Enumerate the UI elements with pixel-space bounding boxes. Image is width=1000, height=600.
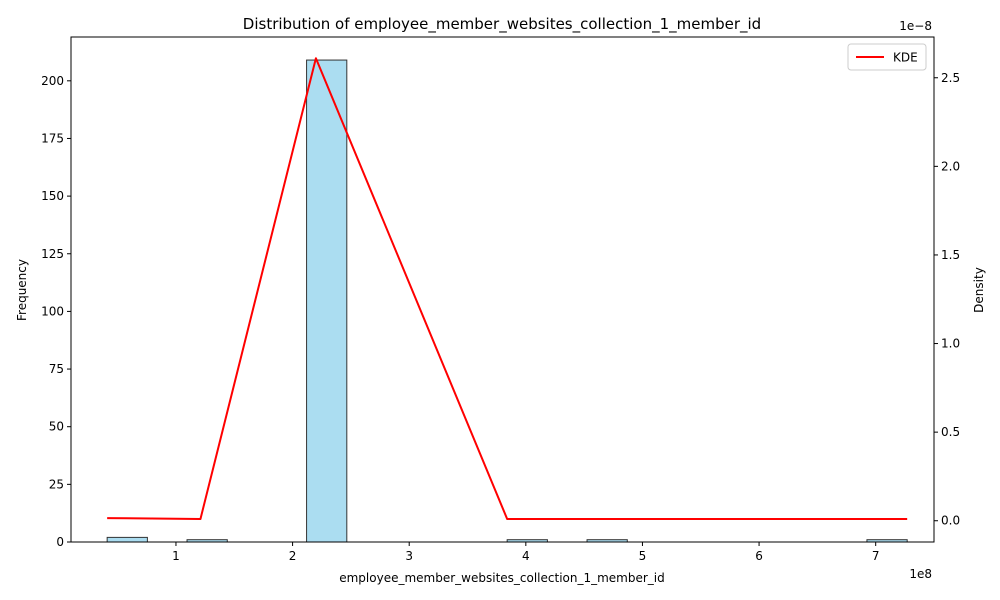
y-tick-label: 175 (41, 131, 64, 145)
x-axis-label: employee_member_websites_collection_1_me… (339, 571, 665, 585)
histogram-bar-0 (106, 536, 148, 543)
y-tick-label: 50 (49, 420, 64, 434)
y2-axis-label: Density (972, 267, 986, 313)
y2-tick-label: 0.0 (941, 514, 960, 528)
y2-tick-label: 1.5 (941, 248, 960, 262)
y-tick-label: 25 (49, 477, 64, 491)
legend-box (847, 43, 927, 71)
x-tick-label: 7 (872, 549, 880, 563)
x-tick-label: 1 (172, 549, 180, 563)
x-offset-label: 1e8 (909, 567, 932, 581)
x-tick-label: 2 (289, 549, 297, 563)
y2-tick-label: 0.5 (941, 425, 960, 439)
histogram-bar-2 (306, 59, 348, 543)
y-axis-label: Frequency (15, 259, 29, 321)
legend: KDE (847, 43, 927, 71)
y-tick-label: 150 (41, 189, 64, 203)
x-tick-label: 5 (639, 549, 647, 563)
y-tick-label: 125 (41, 247, 64, 261)
y-tick-label: 100 (41, 304, 64, 318)
y-axis-ticks: 0 25 50 75 100 125 150 175 200 (41, 74, 71, 549)
plot-frame (70, 36, 935, 543)
y-tick-label: 75 (49, 362, 64, 376)
x-tick-label: 3 (405, 549, 413, 563)
y2-offset-label: 1e−8 (899, 19, 932, 33)
y2-tick-label: 2.5 (941, 71, 960, 85)
y2-tick-label: 1.0 (941, 337, 960, 351)
y2-axis-ticks: 0.0 0.5 1.0 1.5 2.0 2.5 (934, 71, 960, 528)
chart-title: Distribution of employee_member_websites… (243, 15, 761, 34)
y2-tick-label: 2.0 (941, 159, 960, 173)
kde-layer (107, 57, 908, 520)
x-axis-ticks: 1 2 3 4 5 6 7 (172, 542, 880, 563)
x-tick-label: 4 (522, 549, 530, 563)
y-tick-label: 200 (41, 74, 64, 88)
x-tick-label: 6 (755, 549, 763, 563)
legend-kde-label: KDE (893, 51, 918, 65)
y-tick-label: 0 (56, 535, 64, 549)
kde-line (107, 57, 908, 520)
